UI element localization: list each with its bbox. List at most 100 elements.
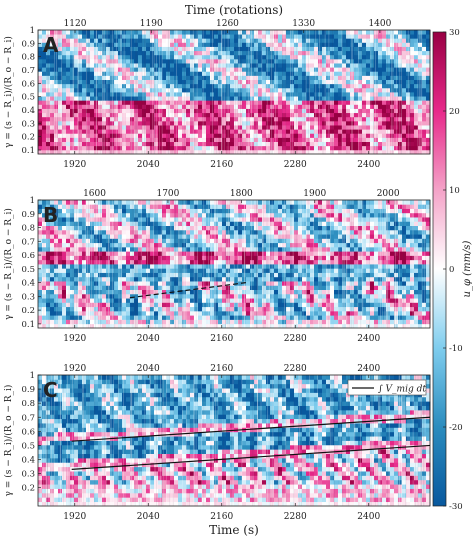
- heatmap-cell: [274, 213, 278, 218]
- heatmap-cell: [254, 84, 258, 89]
- heatmap-cell: [86, 285, 90, 290]
- heatmap-cell: [102, 238, 106, 243]
- heatmap-cell: [46, 302, 50, 307]
- heatmap-cell: [138, 34, 142, 39]
- heatmap-cell: [230, 51, 234, 56]
- heatmap-cell: [382, 42, 386, 47]
- heatmap-cell: [206, 273, 210, 278]
- top-axis-label: Time (rotations): [185, 3, 283, 17]
- heatmap-cell: [218, 238, 222, 243]
- heatmap-cell: [250, 213, 254, 218]
- heatmap-cell: [198, 247, 202, 252]
- heatmap-cell: [210, 273, 214, 278]
- heatmap-cell: [274, 273, 278, 278]
- heatmap-cell: [218, 298, 222, 303]
- heatmap-cell: [162, 96, 166, 101]
- heatmap-cell: [286, 319, 290, 324]
- heatmap-cell: [158, 298, 162, 303]
- heatmap-cell: [286, 121, 290, 126]
- heatmap-cell: [186, 75, 190, 80]
- heatmap-cell: [210, 217, 214, 222]
- heatmap-cell: [90, 204, 94, 209]
- heatmap-cell: [98, 277, 102, 282]
- heatmap-cell: [378, 142, 382, 147]
- heatmap-cell: [202, 55, 206, 60]
- heatmap-cell: [58, 146, 62, 151]
- heatmap-cell: [246, 234, 250, 239]
- heatmap-cell: [254, 88, 258, 93]
- heatmap-cell: [246, 226, 250, 231]
- heatmap-cell: [50, 238, 54, 243]
- heatmap-cell: [190, 277, 194, 282]
- heatmap-cell: [126, 213, 130, 218]
- heatmap-cell: [318, 125, 322, 130]
- heatmap-cell: [266, 260, 270, 265]
- heatmap-cell: [386, 113, 390, 118]
- heatmap-cell: [106, 255, 110, 260]
- heatmap-cell: [286, 51, 290, 56]
- heatmap-cell: [230, 84, 234, 89]
- heatmap-cell: [278, 109, 282, 114]
- heatmap-cell: [66, 109, 70, 114]
- heatmap-cell: [298, 84, 302, 89]
- heatmap-cell: [362, 137, 366, 142]
- heatmap-cell: [322, 96, 326, 101]
- heatmap-cell: [166, 298, 170, 303]
- heatmap-cell: [382, 96, 386, 101]
- heatmap-cell: [354, 59, 358, 64]
- heatmap-cell: [374, 104, 378, 109]
- heatmap-cell: [314, 117, 318, 122]
- heatmap-cell: [378, 67, 382, 72]
- heatmap-cell: [250, 307, 254, 312]
- heatmap-cell: [386, 30, 390, 35]
- heatmap-cell: [334, 121, 338, 126]
- heatmap-cell: [246, 213, 250, 218]
- heatmap-cell: [266, 88, 270, 93]
- heatmap-cell: [66, 142, 70, 147]
- heatmap-cell: [50, 142, 54, 147]
- heatmap-cell: [382, 109, 386, 114]
- heatmap-cell: [326, 88, 330, 93]
- heatmap-cell: [142, 302, 146, 307]
- heatmap-cell: [106, 42, 110, 47]
- heatmap-cell: [42, 125, 46, 130]
- heatmap-cell: [398, 80, 402, 85]
- heatmap-cell: [258, 226, 262, 231]
- heatmap-cell: [250, 294, 254, 299]
- heatmap-cell: [274, 255, 278, 260]
- heatmap-cell: [318, 59, 322, 64]
- heatmap-cell: [150, 260, 154, 265]
- heatmap-cell: [178, 30, 182, 35]
- heatmap-cell: [206, 133, 210, 138]
- heatmap-cell: [82, 125, 86, 130]
- heatmap-cell: [150, 290, 154, 295]
- heatmap-cell: [410, 100, 414, 105]
- heatmap-cell: [254, 55, 258, 60]
- heatmap-cell: [98, 298, 102, 303]
- heatmap-cell: [150, 234, 154, 239]
- heatmap-cell: [98, 273, 102, 278]
- heatmap-cell: [122, 247, 126, 252]
- heatmap-cell: [134, 75, 138, 80]
- heatmap-cell: [162, 88, 166, 93]
- heatmap-cell: [206, 92, 210, 97]
- heatmap-cell: [190, 315, 194, 320]
- heatmap-cell: [98, 307, 102, 312]
- heatmap-cell: [310, 125, 314, 130]
- heatmap-cell: [38, 264, 42, 269]
- heatmap-cell: [58, 129, 62, 134]
- heatmap-cell: [118, 247, 122, 252]
- heatmap-cell: [86, 209, 90, 214]
- heatmap-cell: [238, 75, 242, 80]
- heatmap-cell: [190, 55, 194, 60]
- heatmap-cell: [354, 129, 358, 134]
- heatmap-cell: [274, 67, 278, 72]
- heatmap-cell: [206, 221, 210, 226]
- heatmap-cell: [38, 311, 42, 316]
- heatmap-cell: [126, 221, 130, 226]
- heatmap-cell: [90, 100, 94, 105]
- heatmap-cell: [238, 96, 242, 101]
- heatmap-cell: [350, 88, 354, 93]
- heatmap-cell: [194, 34, 198, 39]
- panel-letter: A: [43, 33, 59, 57]
